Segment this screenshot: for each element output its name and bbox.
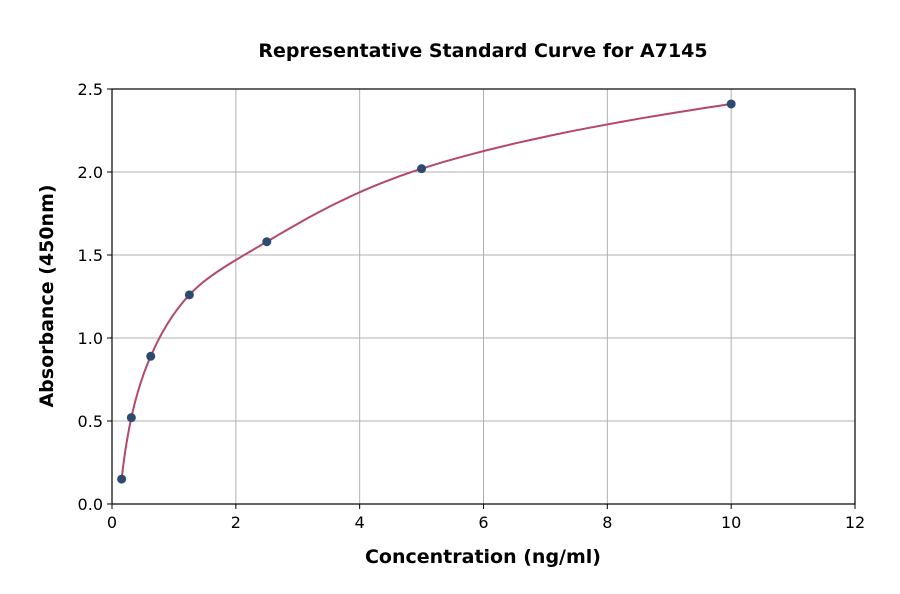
data-points <box>117 99 736 484</box>
data-point <box>726 99 736 109</box>
data-point <box>126 413 136 423</box>
fit-curve <box>120 102 732 480</box>
data-point <box>184 290 194 300</box>
y-tick-label: 2.0 <box>78 163 103 182</box>
x-tick-label: 2 <box>231 513 241 532</box>
x-tick-label: 8 <box>602 513 612 532</box>
x-tick-label: 10 <box>721 513 741 532</box>
y-axis-label: Absorbance (450nm) <box>36 184 58 407</box>
y-tick-label: 1.0 <box>78 329 103 348</box>
x-tick-label: 4 <box>355 513 365 532</box>
y-tick-label: 2.5 <box>78 80 103 99</box>
y-tick-label: 1.5 <box>78 246 103 265</box>
y-axis-ticks: 0.0 0.5 1.0 1.5 2.0 2.5 <box>78 80 112 514</box>
chart-title: Representative Standard Curve for A7145 <box>258 40 707 62</box>
data-point <box>262 237 272 247</box>
x-tick-label: 0 <box>107 513 117 532</box>
data-point <box>146 351 156 361</box>
data-point <box>117 474 127 484</box>
x-tick-label: 6 <box>478 513 488 532</box>
x-axis-label: Concentration (ng/ml) <box>365 546 601 568</box>
x-tick-label: 12 <box>845 513 865 532</box>
x-axis-ticks: 0 2 4 6 8 10 12 <box>107 504 865 532</box>
data-point <box>417 164 427 174</box>
y-tick-label: 0.0 <box>78 495 103 514</box>
y-tick-label: 0.5 <box>78 412 103 431</box>
